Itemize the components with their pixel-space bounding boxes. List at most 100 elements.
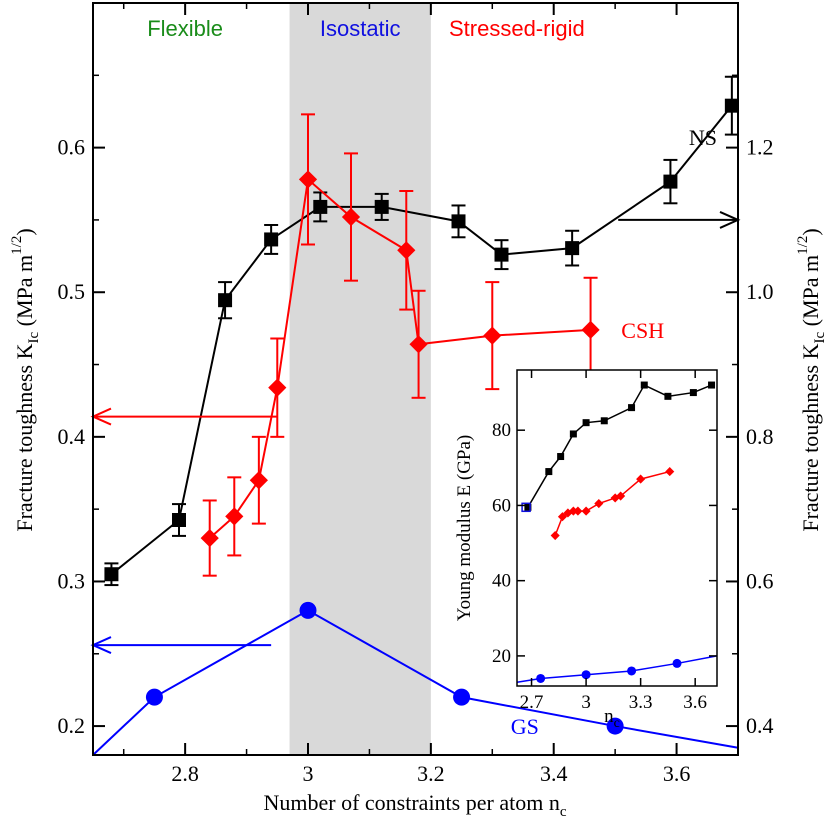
inset-point-gs — [672, 658, 682, 668]
inset-point-csh — [573, 506, 583, 516]
series-csh — [90, 113, 600, 577]
data-point-csh — [483, 326, 502, 345]
data-point-csh — [581, 320, 600, 339]
inset-y-tick-label: 80 — [492, 420, 511, 441]
data-point-csh — [225, 507, 244, 526]
inset-point-ns — [640, 381, 648, 389]
inset-point-ns — [628, 404, 636, 412]
region-label-isostatic: Isostatic — [320, 16, 401, 41]
series-label-ns: NS — [689, 125, 717, 150]
inset-point-gs — [581, 670, 591, 680]
inset-frame — [516, 369, 718, 687]
data-point-csh — [249, 471, 268, 490]
series-ns — [104, 75, 741, 587]
inset-x-tick-label: 3 — [581, 692, 591, 713]
x-tick-label: 2.8 — [171, 761, 199, 786]
x-tick-label: 3.4 — [540, 761, 568, 786]
y-right-tick-label: 0.6 — [746, 568, 774, 593]
inset-point-ns — [557, 453, 565, 461]
data-point-gs — [145, 688, 163, 706]
inset-point-csh — [616, 491, 626, 501]
data-point-ns — [172, 513, 186, 527]
series-line-csh — [209, 177, 591, 539]
inset-y-axis-title: Young modulus E (GPa) — [454, 435, 475, 622]
series-gs — [90, 601, 739, 756]
data-point-csh — [397, 241, 416, 260]
main-annotations: Flexible Isostatic Stressed-rigid NS CSH… — [147, 16, 717, 739]
series-label-gs: GS — [511, 714, 539, 739]
inset-x-tick-label: 3.3 — [629, 692, 653, 713]
region-label-flexible: Flexible — [147, 16, 223, 41]
data-point-csh — [341, 207, 361, 227]
y-right-tick-label: 1.2 — [746, 135, 774, 160]
x-tick-label: 3.2 — [417, 761, 445, 786]
data-point-ns — [451, 214, 466, 229]
inset-point-csh — [665, 467, 675, 477]
inset-y-tick-label: 20 — [492, 646, 511, 667]
inset-point-csh — [636, 474, 646, 484]
inset-x-tick-label: 3.6 — [683, 692, 707, 713]
data-point-ns — [374, 199, 389, 214]
main-axis-ticks: 2.8 3 3.2 3.4 3.6 0.2 0.3 0.4 0.5 0.6 0.4 0.6 0.8 1.0… — [58, 3, 774, 786]
data-point-ns — [663, 174, 678, 189]
region-label-stressed-rigid: Stressed-rigid — [449, 16, 585, 41]
inset-series-csh — [550, 467, 675, 541]
y-axis-title-left: Fracture toughness KIc (MPa m1/2) — [9, 228, 42, 531]
data-point-csh — [409, 335, 428, 354]
main-series-layer — [90, 75, 741, 756]
inset-open-point — [521, 502, 531, 513]
data-point-csh — [268, 378, 287, 397]
y-left-tick-label: 0.3 — [58, 568, 86, 593]
inset-background — [517, 370, 717, 686]
series-line-gs — [92, 609, 739, 756]
inset-point-ns — [708, 381, 716, 389]
inset-point-csh — [594, 498, 604, 509]
y-left-tick-label: 0.5 — [58, 279, 86, 304]
x-tick-label: 3 — [303, 761, 314, 786]
y-right-tick-label: 0.8 — [746, 424, 774, 449]
inset-series-ns — [521, 381, 716, 513]
inset-point-ns — [545, 468, 553, 476]
data-point-csh — [200, 528, 219, 548]
y-right-tick-label: 1.0 — [746, 279, 774, 304]
data-point-gs — [453, 688, 471, 706]
data-point-csh — [298, 170, 318, 189]
y-right-tick-label: 0.4 — [746, 713, 774, 738]
inset-point-csh — [550, 530, 560, 541]
data-point-ns — [264, 232, 279, 247]
data-point-ns — [104, 567, 119, 582]
isostatic-shaded-region — [289, 3, 431, 755]
data-point-ns — [565, 241, 580, 256]
x-axis-title: Number of constraints per atom nc — [264, 790, 567, 820]
inset-point-ns — [582, 419, 590, 427]
data-point-ns — [313, 199, 328, 214]
inset-series-gs — [516, 655, 718, 683]
series-label-csh: CSH — [621, 318, 664, 343]
inset-y-tick-label: 60 — [492, 495, 511, 516]
x-tick-label: 3.6 — [663, 761, 691, 786]
data-point-ns — [724, 98, 739, 113]
inset-point-gs — [536, 673, 546, 683]
main-plot-frame — [92, 2, 739, 756]
y-left-tick-label: 0.6 — [58, 135, 86, 160]
inset-point-ns — [600, 417, 608, 425]
y-left-tick-label: 0.4 — [58, 424, 86, 449]
inset-point-gs — [627, 666, 637, 676]
inset-point-ns — [569, 430, 577, 438]
data-point-ns — [218, 293, 233, 308]
isostatic-band — [289, 3, 431, 755]
inset-x-tick-label: 2.7 — [520, 692, 544, 713]
inset-x-axis-title: nc — [604, 706, 620, 731]
inset-point-ns — [524, 503, 532, 511]
inset-axis-ticks: 2.7 3 3.3 3.6 20 40 60 80 — [492, 370, 717, 713]
inset-point-ns — [689, 389, 697, 397]
data-point-gs — [606, 717, 624, 735]
y-left-tick-label: 0.2 — [58, 713, 86, 738]
y-axis-title-right: Fracture toughness KIc (MPa m1/2) — [795, 228, 828, 531]
inset-series-layer — [516, 381, 718, 683]
data-point-ns — [494, 247, 509, 262]
inset-point-csh — [581, 506, 591, 516]
inset-y-tick-label: 40 — [492, 571, 511, 592]
inset-point-ns — [664, 392, 672, 400]
